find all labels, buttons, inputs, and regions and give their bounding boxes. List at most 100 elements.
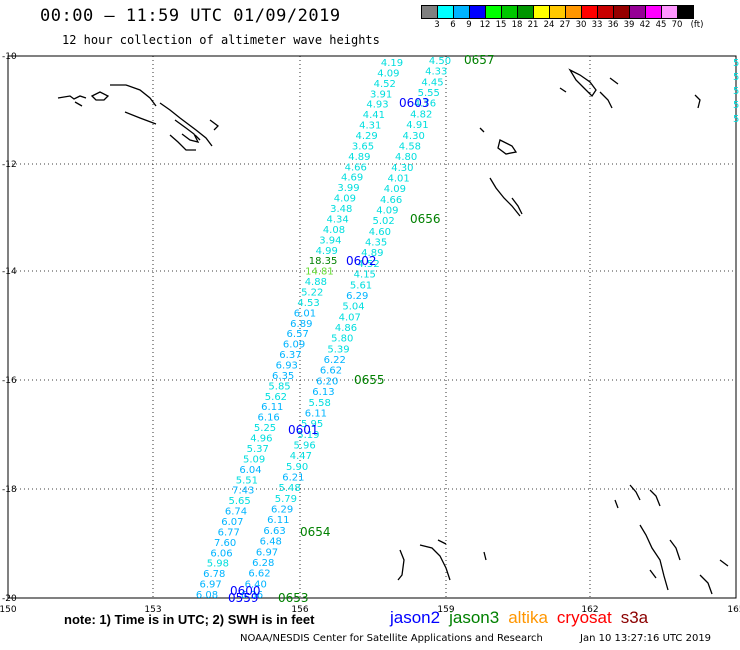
swh-value-left-track: 5.85 — [268, 381, 290, 392]
swh-value-left-track: 6.89 — [290, 319, 312, 330]
swh-value-left-track: 6.77 — [218, 527, 240, 538]
longitude-label: 153 — [144, 605, 161, 615]
latitude-label: -10 — [2, 52, 17, 62]
swh-value-edge: 5. — [733, 114, 740, 125]
swh-value-left-track: 5.62 — [265, 392, 287, 403]
swh-value-right-track: 5.90 — [286, 462, 308, 473]
coastline-segment — [639, 524, 669, 591]
swh-value-edge: 5. — [733, 100, 740, 111]
swh-value-right-track: 4.33 — [425, 67, 447, 78]
swh-value-left-track: 4.31 — [359, 121, 381, 132]
coastline-segment — [483, 551, 487, 561]
swh-value-right-track: 4.30 — [391, 163, 413, 174]
coastline-segment — [169, 134, 196, 151]
satellite-jason3: jason3 — [449, 608, 500, 627]
swh-value-right-track: 6.62 — [320, 366, 342, 377]
swh-value-left-track: 4.41 — [363, 110, 385, 121]
swh-value-left-track: 4.53 — [297, 298, 319, 309]
swh-value-right-track: 6.11 — [305, 408, 327, 419]
swh-value-left-track: 14.81 — [305, 267, 334, 278]
swh-value-right-track: 5.55 — [418, 88, 440, 99]
swh-value-left-track: 7.43 — [232, 486, 254, 497]
pass-time-label: 0656 — [410, 212, 441, 226]
map-subtitle: 12 hour collection of altimeter wave hei… — [62, 33, 380, 47]
swh-value-left-track: 3.65 — [352, 141, 374, 152]
swh-value-right-track: 4.58 — [399, 141, 421, 152]
coastline-segment — [57, 95, 87, 100]
coastline-segment — [629, 484, 641, 501]
swh-value-left-track: 5.51 — [236, 475, 258, 486]
coastline-segment — [669, 539, 681, 561]
swh-value-right-track: 4.09 — [384, 184, 406, 195]
swh-value-right-track: 5.19 — [297, 430, 319, 441]
swh-value-right-track: 5.61 — [350, 280, 372, 291]
legend-label: 70 — [671, 20, 683, 30]
longitude-label: 156 — [291, 605, 308, 615]
latitude-label: -20 — [2, 594, 17, 604]
swh-value-left-track: 6.04 — [239, 465, 261, 476]
coastline-segment — [694, 94, 701, 109]
coastline-segment — [699, 574, 713, 595]
coastlines — [57, 68, 729, 595]
swh-value-right-track: 6.28 — [252, 558, 274, 569]
swh-value-left-track: 4.96 — [250, 434, 272, 445]
satellite-cryosat: cryosat — [556, 608, 612, 627]
legend-label: 42 — [639, 20, 651, 30]
swh-value-right-track: 4.76 — [414, 99, 436, 110]
legend-swatch — [677, 5, 694, 19]
swh-value-right-track: 5.39 — [327, 344, 349, 355]
swh-value-right-track: 6.20 — [316, 376, 338, 387]
swh-value-right-track: 6.22 — [324, 355, 346, 366]
legend-swatches — [421, 5, 694, 19]
coastline-segment — [719, 559, 729, 567]
swh-value-left-track: 4.88 — [305, 277, 327, 288]
longitude-label: 150 — [0, 605, 17, 615]
swh-value-right-track: 6.11 — [267, 515, 289, 526]
latitude-label: -18 — [2, 485, 17, 495]
swh-value-left-track: 6.93 — [276, 361, 298, 372]
swh-value-left-track: 5.25 — [254, 423, 276, 434]
map-grid — [7, 55, 737, 599]
coastline-segment — [614, 499, 619, 509]
swh-value-left-track: 5.37 — [247, 444, 269, 455]
coastline-segment — [599, 91, 613, 109]
coastline-segment — [479, 127, 485, 133]
satellite-altika: altika — [508, 608, 548, 627]
pass-time-label: 0602 — [346, 254, 377, 268]
pass-time-label: 0657 — [464, 53, 495, 67]
swh-value-right-track: 6.29 — [271, 505, 293, 516]
coastline-segment — [568, 68, 597, 98]
swh-value-right-track: 4.60 — [369, 227, 391, 238]
swh-value-left-track: 6.16 — [258, 413, 280, 424]
swh-value-left-track: 18.35 — [309, 256, 338, 267]
legend-unit: (ft) — [690, 20, 704, 30]
pass-time-label: 0600 — [230, 584, 261, 598]
swh-value-left-track: 4.19 — [381, 58, 403, 69]
swh-value-right-track: 4.01 — [388, 173, 410, 184]
pass-time-label: 0603 — [399, 96, 430, 110]
swh-value-left-track: 4.08 — [323, 225, 345, 236]
swh-value-right-track: 5.58 — [309, 398, 331, 409]
swh-value-left-track: 4.09 — [334, 194, 356, 205]
swh-value-right-track: 5.79 — [275, 494, 297, 505]
coastline-segment — [194, 134, 201, 141]
swh-value-left-track: 6.11 — [261, 402, 283, 413]
swh-value-right-track: 4.66 — [380, 195, 402, 206]
pass-time-label: 0653 — [278, 591, 309, 605]
coastline-segment — [397, 549, 405, 581]
legend-label: 30 — [575, 20, 587, 30]
swh-value-right-track: 6.48 — [260, 537, 282, 548]
swh-value-left-track: 4.89 — [348, 152, 370, 163]
swh-value-left-track: 6.35 — [272, 371, 294, 382]
coastline-segment — [609, 77, 619, 85]
swh-value-left-track: 4.93 — [366, 100, 388, 111]
legend-label: 39 — [623, 20, 635, 30]
swh-value-right-track: 4.52 — [357, 259, 379, 270]
swh-value-right-track: 4.09 — [376, 206, 398, 217]
legend-label: 27 — [559, 20, 571, 30]
coastline-segment — [437, 539, 447, 545]
satellite-legend: jason2 jason3 altika cryosat s3a — [390, 608, 657, 628]
swh-value-right-track: 6.21 — [282, 473, 304, 484]
